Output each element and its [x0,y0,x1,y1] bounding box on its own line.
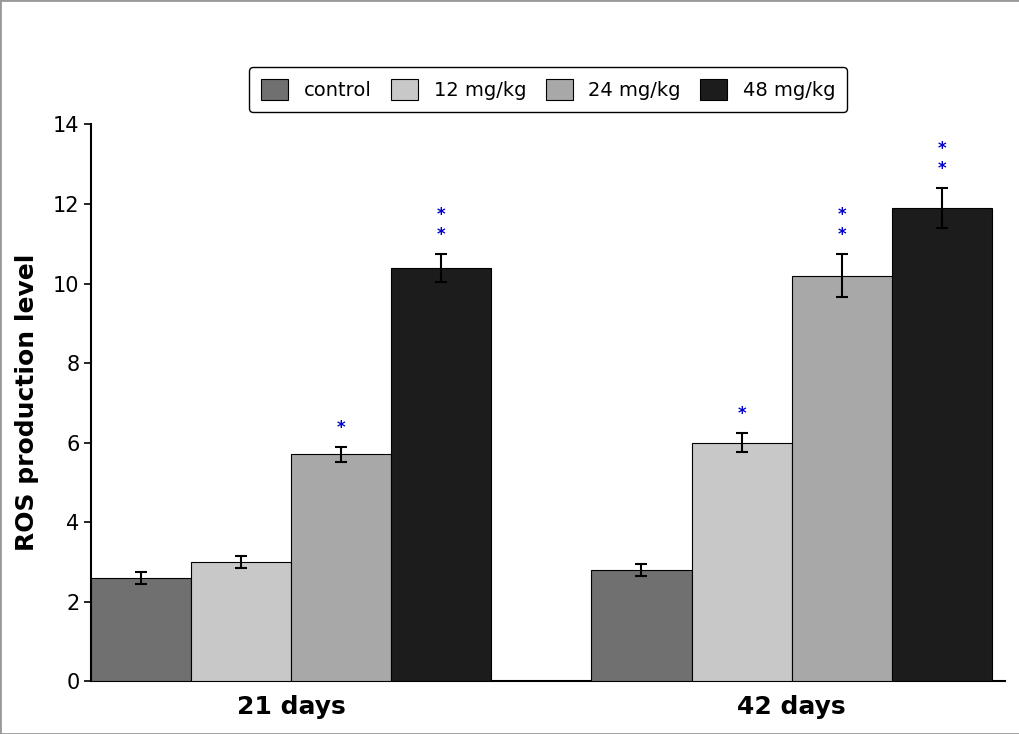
Text: *: * [436,226,445,244]
Bar [791,275,891,681]
Bar [391,268,491,681]
Bar [591,570,691,681]
Text: *: * [436,206,445,224]
Text: *: * [936,160,945,178]
Bar [91,578,191,681]
Bar [891,208,990,681]
Bar [191,562,291,681]
Legend: control, 12 mg/kg, 24 mg/kg, 48 mg/kg: control, 12 mg/kg, 24 mg/kg, 48 mg/kg [249,68,847,112]
Text: *: * [936,140,945,159]
Text: *: * [737,404,745,423]
Text: *: * [837,226,845,244]
Bar [291,454,391,681]
Y-axis label: ROS production level: ROS production level [15,254,39,551]
Text: *: * [837,206,845,224]
Text: *: * [336,418,345,437]
Bar [691,443,791,681]
